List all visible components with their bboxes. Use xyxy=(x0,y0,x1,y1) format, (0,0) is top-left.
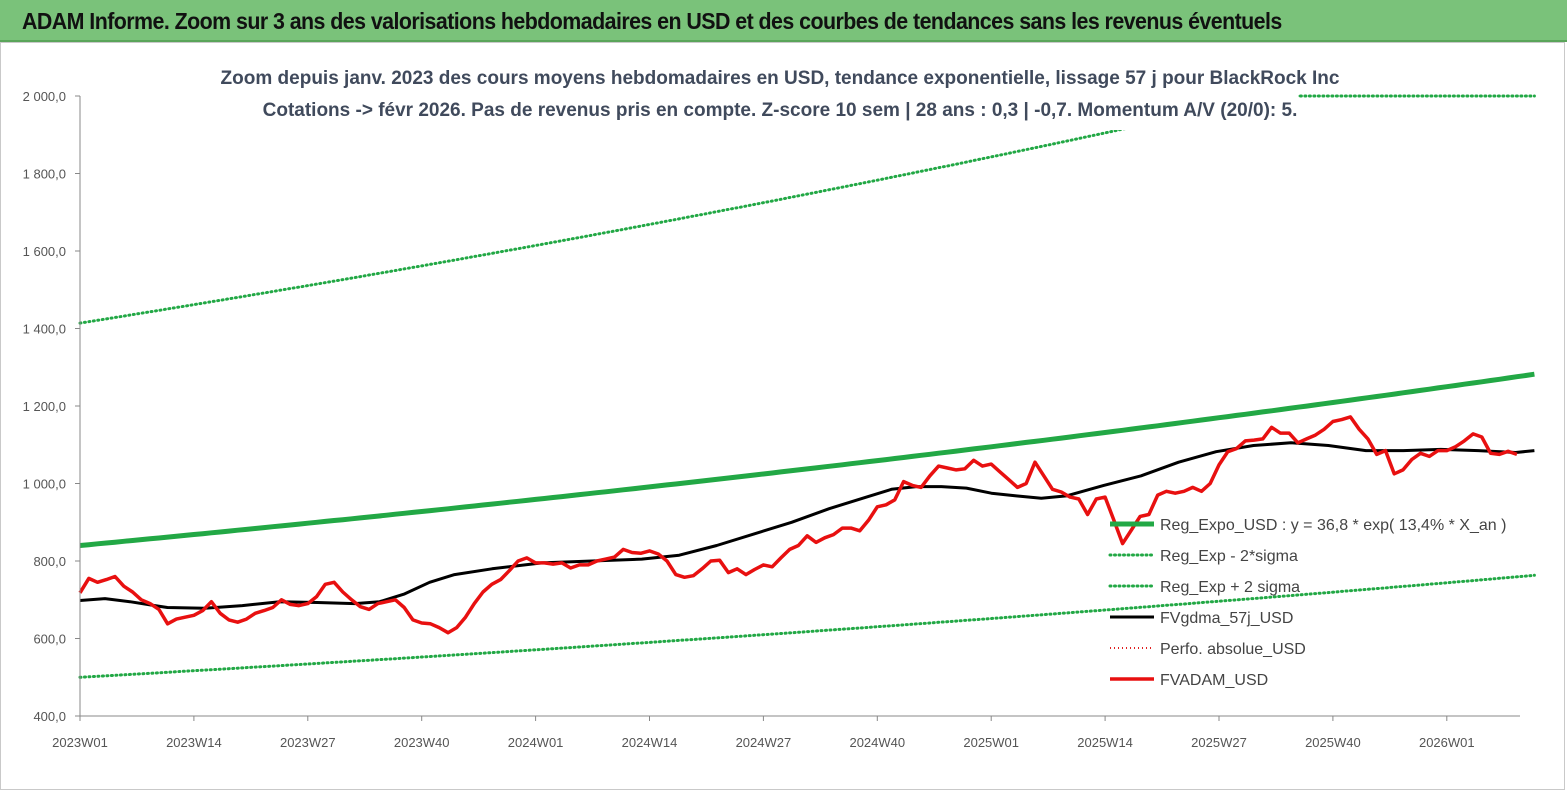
y-tick-label: 1 800,0 xyxy=(23,167,66,182)
smoothed-line xyxy=(79,441,1535,610)
banner-title: ADAM Informe. Zoom sur 3 ans des valoris… xyxy=(22,8,1282,34)
y-tick-label: 1 600,0 xyxy=(23,244,66,259)
y-tick-label: 400,0 xyxy=(33,709,66,724)
legend-label: Reg_Expo_USD : y = 36,8 * exp( 13,4% * X… xyxy=(1160,517,1506,534)
x-tick-label: 2024W27 xyxy=(736,735,792,750)
x-tick-label: 2025W01 xyxy=(963,735,1019,750)
legend-label: Perfo. absolue_USD xyxy=(1160,641,1306,658)
chart-title-line1: Zoom depuis janv. 2023 des cours moyens … xyxy=(221,68,1340,89)
x-tick-label: 2024W14 xyxy=(622,735,678,750)
x-tick-label: 2023W27 xyxy=(280,735,336,750)
upper-sigma-line xyxy=(78,94,1536,325)
x-tick-label: 2023W14 xyxy=(166,735,222,750)
y-tick-label: 1 000,0 xyxy=(23,477,66,492)
plot-area xyxy=(78,62,1536,679)
y-tick-label: 1 400,0 xyxy=(23,322,66,337)
x-tick-label: 2025W40 xyxy=(1305,735,1361,750)
legend: Reg_Expo_USD : y = 36,8 * exp( 13,4% * X… xyxy=(1108,517,1506,689)
y-tick-label: 1 200,0 xyxy=(23,399,66,414)
price-line xyxy=(78,415,1518,635)
y-axis: 400,0 600,0 800,0 1 000,0 1 200,0 1 400,0 1 60… xyxy=(23,89,81,724)
legend-label: Reg_Exp + 2 sigma xyxy=(1160,579,1300,596)
legend-label: Reg_Exp - 2*sigma xyxy=(1160,548,1298,565)
x-tick-label: 2025W14 xyxy=(1077,735,1133,750)
x-tick-label: 2024W40 xyxy=(849,735,905,750)
y-tick-label: 800,0 xyxy=(33,554,66,569)
x-axis: 2023W01 2023W14 2023W27 2023W40 2024W01 2024W… xyxy=(52,715,1520,750)
y-tick-label: 2 000,0 xyxy=(23,89,66,104)
chart-frame xyxy=(0,42,1565,790)
lower-sigma-line xyxy=(78,573,1536,679)
legend-label: FVADAM_USD xyxy=(1160,672,1268,689)
x-tick-label: 2023W40 xyxy=(394,735,450,750)
trend-line xyxy=(79,371,1535,548)
x-tick-label: 2023W01 xyxy=(52,735,108,750)
x-tick-label: 2026W01 xyxy=(1419,735,1475,750)
chart-title-line2: Cotations -> févr 2026. Pas de revenus p… xyxy=(263,100,1298,121)
x-tick-label: 2024W01 xyxy=(508,735,564,750)
x-tick-label: 2025W27 xyxy=(1191,735,1247,750)
y-tick-label: 600,0 xyxy=(33,632,66,647)
title-background xyxy=(262,62,1298,130)
legend-label: FVgdma_57j_USD xyxy=(1160,610,1293,627)
title-banner: ADAM Informe. Zoom sur 3 ans des valoris… xyxy=(0,0,1567,42)
